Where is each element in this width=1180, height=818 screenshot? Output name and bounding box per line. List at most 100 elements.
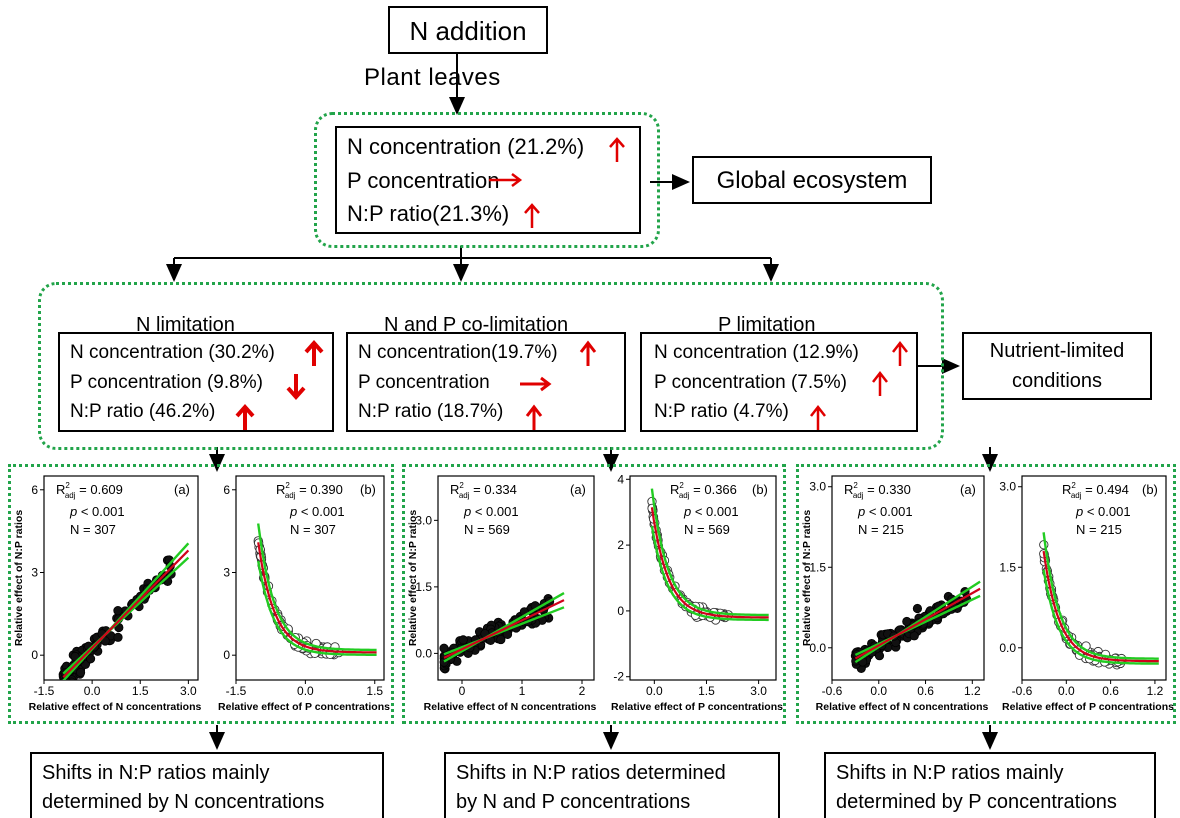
data-point xyxy=(60,681,68,689)
n-count-label: N = 569 xyxy=(684,522,730,537)
data-point xyxy=(75,667,86,678)
y-axis-label: Relative effect of N:P ratios xyxy=(801,510,813,647)
conclusion-co-line1: Shifts in N:P ratios determined xyxy=(456,762,726,784)
up-arrow-icon xyxy=(525,404,543,430)
plots-frame-co xyxy=(402,464,786,724)
panel-label: (a) xyxy=(960,482,976,497)
ci-upper-line xyxy=(854,580,981,664)
y-tick-label: 0.0 xyxy=(809,641,826,655)
x-tick-label: 0.0 xyxy=(1058,684,1075,698)
data-point xyxy=(496,634,506,645)
global-line-n: N concentration (21.2%) xyxy=(347,134,585,159)
co-lim-line-p: P concentration xyxy=(358,372,490,393)
x-tick-label: 3.0 xyxy=(750,684,767,698)
up-arrow-icon xyxy=(304,339,324,366)
panel-label: (b) xyxy=(360,482,376,497)
n-addition-label: N addition xyxy=(409,16,527,46)
nutrient-limited-box: Nutrient-limited conditions xyxy=(962,332,1152,400)
data-point xyxy=(70,651,80,662)
x-tick-label: 1.5 xyxy=(366,684,383,698)
global-ecosystem-label: Global ecosystem xyxy=(716,167,908,194)
global-dotted-frame xyxy=(314,112,660,248)
n-count-label: N = 215 xyxy=(858,522,904,537)
fit-curve xyxy=(1042,550,1159,663)
up-arrow-icon xyxy=(872,370,888,396)
ci-upper-curve xyxy=(1042,532,1159,660)
n-count-label: N = 215 xyxy=(1076,522,1122,537)
n-addition-box: N addition xyxy=(388,6,548,54)
global-line-p: P concentration xyxy=(347,168,500,193)
ci-upper-line xyxy=(443,591,565,663)
limitation-dotted-frame xyxy=(38,282,944,450)
co-limitation-box: N concentration(19.7%) P concentration N… xyxy=(346,332,626,432)
x-axis-label: Relative effect of P concentrations xyxy=(1002,701,1174,713)
data-point xyxy=(439,643,449,653)
points-layer xyxy=(439,591,565,674)
co-lim-trend-arrows xyxy=(520,340,597,430)
points-layer xyxy=(850,580,981,673)
ci-upper-curve xyxy=(257,523,377,652)
p-value-label: p < 0.001 xyxy=(289,504,345,519)
n-count-label: N = 307 xyxy=(290,522,336,537)
y-tick-label: 6 xyxy=(31,483,38,497)
x-tick-label: 0.0 xyxy=(646,684,663,698)
up-arrow-icon xyxy=(579,340,597,366)
p-limitation-box: N concentration (12.9%) P concentration … xyxy=(640,332,918,432)
points-layer xyxy=(253,523,377,660)
plots-frame-n xyxy=(8,464,394,724)
x-axis-label: Relative effect of P concentrations xyxy=(611,701,783,713)
x-tick-label: 3.0 xyxy=(180,684,197,698)
r2-label: R2 adj = 0.366 xyxy=(670,481,737,500)
panel-label: (b) xyxy=(1142,482,1158,497)
scatter-n-lim-b: -1.5 0.0 1.5 0 3 6 Relative effect of P concen… xyxy=(218,475,390,713)
y-tick-label: 4 xyxy=(617,472,624,486)
panel-label: (a) xyxy=(570,482,586,497)
ci-lower-line xyxy=(62,556,190,675)
conclusion-box-n: Shifts in N:P ratios mainly determined b… xyxy=(30,752,384,818)
up-arrow-icon xyxy=(609,137,625,162)
heading-p-limitation: P limitation xyxy=(718,314,816,336)
x-tick-label: 0.6 xyxy=(917,684,934,698)
x-tick-label: 1.2 xyxy=(1147,684,1164,698)
y-tick-label: 6 xyxy=(223,483,230,497)
right-arrow-icon xyxy=(520,376,552,392)
y-tick-label: 0 xyxy=(617,604,624,618)
data-point xyxy=(85,654,96,664)
scatter-co-lim-a: 0 1 2 0.0 1.5 3.0 Relative effect of N concent… xyxy=(407,475,597,713)
x-axis-label: Relative effect of P concentrations xyxy=(218,701,390,713)
up-arrow-icon xyxy=(524,203,540,228)
ci-upper-line xyxy=(62,542,190,680)
fit-line xyxy=(854,587,981,660)
data-point xyxy=(912,603,923,614)
n-lim-line-p: P concentration (9.8%) xyxy=(70,372,263,393)
data-point xyxy=(113,632,123,642)
x-tick-label: 2 xyxy=(579,684,586,698)
y-axis-label: Relative effect of N:P ratios xyxy=(13,510,25,647)
x-tick-label: 1.5 xyxy=(698,684,715,698)
y-tick-label: 0.0 xyxy=(999,641,1016,655)
p-value-label: p < 0.001 xyxy=(463,504,519,519)
y-tick-label: 0 xyxy=(223,648,230,662)
x-tick-label: 1.5 xyxy=(132,684,149,698)
x-tick-label: 0.0 xyxy=(84,684,101,698)
y-tick-label: 1.5 xyxy=(999,560,1016,574)
y-tick-label: 3.0 xyxy=(999,480,1016,494)
p-value-label: p < 0.001 xyxy=(683,504,739,519)
x-tick-label: -0.6 xyxy=(822,684,843,698)
down-arrow-icon xyxy=(286,374,306,401)
scatter-n-lim-a: -1.5 0.0 1.5 3.0 0 3 6 Relative effect of N con… xyxy=(13,475,202,713)
up-arrow-icon xyxy=(810,404,826,430)
fit-line xyxy=(443,599,565,659)
co-lim-line-np: N:P ratio (18.7%) xyxy=(358,401,504,422)
heading-co-limitation: N and P co-limitation xyxy=(384,314,569,336)
ci-lower-line xyxy=(854,594,981,657)
panel-label: (a) xyxy=(174,482,190,497)
ci-lower-curve xyxy=(257,560,377,656)
fit-line xyxy=(62,549,190,679)
x-tick-label: 1 xyxy=(519,684,526,698)
n-limitation-box: N concentration (30.2%) P concentration … xyxy=(58,332,334,432)
data-point xyxy=(113,606,123,616)
n-count-label: N = 569 xyxy=(464,522,510,537)
p-value-label: p < 0.001 xyxy=(69,504,125,519)
